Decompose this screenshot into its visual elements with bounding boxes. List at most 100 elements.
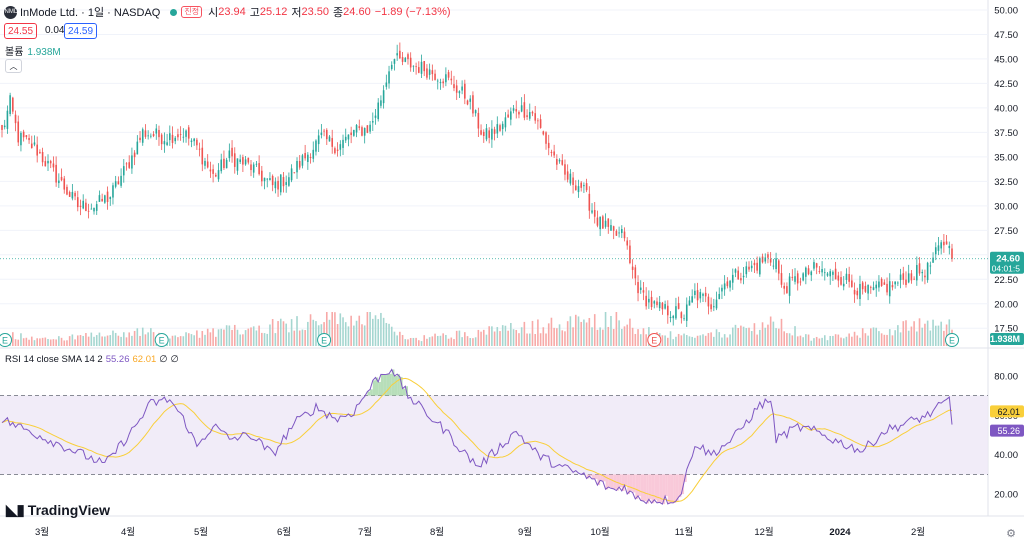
candle-body — [152, 134, 155, 137]
candle-body — [599, 216, 601, 230]
volume-bar — [823, 335, 826, 346]
volume-bar — [71, 334, 74, 346]
candle-body — [182, 136, 185, 138]
volume-bar — [721, 337, 723, 346]
rsi-label: RSI 14 close SMA 14 2 — [5, 354, 103, 365]
candle-body — [179, 134, 182, 135]
earnings-marker-circle — [0, 333, 12, 347]
volume-bar — [477, 329, 480, 346]
volume-bar — [141, 327, 144, 346]
volume-bar — [526, 333, 528, 346]
volume-bar — [25, 337, 28, 346]
volume-bar — [642, 328, 645, 346]
volume-bar — [239, 334, 241, 346]
bid-button[interactable]: 24.55 — [4, 23, 38, 39]
volume-bar — [152, 332, 155, 346]
volume-bar — [948, 319, 951, 346]
earnings-marker[interactable]: E — [317, 333, 332, 347]
candle-body — [466, 100, 469, 105]
candle-body — [445, 74, 447, 83]
open-value: 23.94 — [218, 6, 246, 18]
candle-body — [33, 142, 36, 145]
volume-bar — [106, 335, 109, 346]
candle-body — [924, 275, 926, 278]
candle-body — [163, 141, 166, 145]
candle-body — [593, 210, 596, 217]
candle-body — [28, 137, 30, 141]
volume-bar — [537, 319, 539, 346]
candle-body — [799, 281, 802, 283]
countdown-label: 04:01:5 — [992, 264, 1021, 274]
candle-body — [95, 204, 98, 211]
price-axis[interactable]: 50.00 47.50 45.00 42.50 40.00 37.50 35.00 32.50… — [994, 5, 1018, 334]
price-tick-label: 20.00 — [994, 299, 1018, 310]
candle-body — [802, 273, 804, 281]
volume-bar — [715, 329, 718, 346]
candle-body — [612, 226, 615, 231]
candle-body — [114, 181, 117, 187]
overbought-fill — [389, 373, 392, 396]
tradingview-logo[interactable]: ◣▮ TradingView — [6, 501, 110, 519]
candle-body — [369, 124, 371, 132]
candle-body — [323, 130, 325, 132]
volume-bar — [515, 329, 518, 346]
volume-bar — [269, 324, 271, 346]
volume-bar — [542, 327, 545, 346]
volume-bar — [740, 325, 742, 346]
volume-bar — [731, 327, 734, 346]
symbol-title[interactable]: InMode Ltd. · 1일 · NASDAQ — [20, 7, 161, 19]
earnings-marker[interactable]: E — [154, 333, 169, 347]
candle-body — [851, 280, 853, 287]
candle-body — [818, 271, 821, 272]
volume-legend[interactable]: 볼륨 1.938M — [5, 43, 61, 58]
volume-bar — [147, 332, 149, 346]
volume-bar — [177, 337, 179, 346]
volume-bar — [266, 333, 269, 346]
symbol-legend[interactable]: INMD InMode Ltd. · 1일 · NASDAQ 진정 시 23.94… — [3, 3, 455, 21]
earnings-marker[interactable]: E — [0, 333, 12, 347]
candle-body — [753, 262, 756, 266]
volume-bar — [691, 336, 693, 346]
volume-bar — [918, 318, 921, 346]
candle-body — [577, 186, 580, 193]
volume-bar — [174, 335, 177, 346]
volume-label: 볼륨 — [5, 47, 24, 58]
candle-body — [223, 158, 225, 169]
volume-bar — [496, 327, 499, 346]
volume-bar — [761, 322, 764, 346]
time-tick-label: 12월 — [754, 526, 773, 538]
candle-body — [591, 210, 593, 213]
candle-body — [547, 142, 550, 149]
candle-body — [55, 164, 57, 183]
candle-body — [648, 298, 650, 303]
ask-button[interactable]: 24.59 — [64, 23, 98, 39]
candle-body — [201, 147, 204, 165]
volume-bar — [872, 327, 875, 346]
volume-bar — [672, 339, 675, 346]
volume-bar — [336, 324, 339, 346]
volume-bar — [85, 333, 87, 346]
time-axis[interactable]: 3월 4월 5월 6월 7월 8월 9월 10월 11월 12월 2024 2월 — [35, 526, 925, 538]
volume-bar — [190, 334, 193, 346]
chevron-up-icon[interactable]: ︿ — [5, 59, 22, 73]
candle-body — [242, 157, 244, 165]
volume-bar — [507, 330, 509, 346]
volume-bar — [49, 339, 52, 346]
candle-body — [377, 102, 380, 120]
candle-body — [296, 161, 298, 173]
candle-body — [14, 114, 17, 124]
gear-icon[interactable]: ⚙ — [1006, 528, 1016, 540]
earnings-marker[interactable]: E — [945, 333, 959, 347]
earnings-marker[interactable]: E — [647, 333, 662, 347]
volume-bar — [90, 332, 93, 346]
rsi-legend[interactable]: RSI 14 close SMA 14 2 55.26 62.01 ∅ ∅ — [5, 354, 179, 365]
candle-body — [266, 178, 269, 180]
volume-bar — [55, 339, 57, 346]
candle-body — [926, 262, 929, 281]
candle-body — [737, 270, 739, 280]
candle-body — [401, 57, 404, 62]
candle-body — [282, 177, 285, 187]
volume-bar — [312, 319, 315, 346]
